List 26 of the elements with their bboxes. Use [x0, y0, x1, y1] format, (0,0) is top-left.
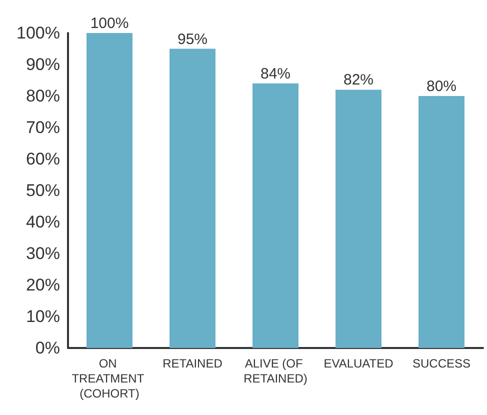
y-tick-label: 10% — [26, 307, 60, 326]
bar — [418, 96, 464, 348]
y-tick-label: 60% — [26, 150, 60, 168]
data-label: 84% — [260, 65, 291, 82]
y-tick-label: 80% — [26, 86, 60, 106]
x-tick-label: EVALUATED — [324, 356, 394, 370]
x-tick-label: ON TREATMENT (COHORT) — [72, 356, 148, 400]
x-tick-label: ALIVE (OF RETAINED) — [244, 356, 308, 386]
data-label: 100% — [90, 15, 129, 32]
x-tick-label: RETAINED — [162, 356, 223, 370]
bar — [252, 83, 298, 348]
bar — [336, 90, 382, 348]
bar — [86, 33, 132, 348]
y-tick-label: 0% — [35, 338, 60, 358]
data-label: 82% — [343, 72, 374, 89]
y-tick-label: 20% — [26, 276, 60, 294]
x-tick-label: SUCCESS — [412, 356, 471, 370]
y-tick-label: 100% — [16, 24, 60, 42]
y-tick-label: 30% — [26, 244, 60, 263]
bar — [170, 48, 216, 348]
y-tick-label: 90% — [26, 55, 60, 74]
y-tick-label: 40% — [26, 212, 60, 232]
data-label: 95% — [177, 30, 208, 48]
y-tick-label: 50% — [26, 181, 60, 200]
y-tick-label: 70% — [26, 118, 60, 137]
data-label: 80% — [426, 78, 457, 95]
